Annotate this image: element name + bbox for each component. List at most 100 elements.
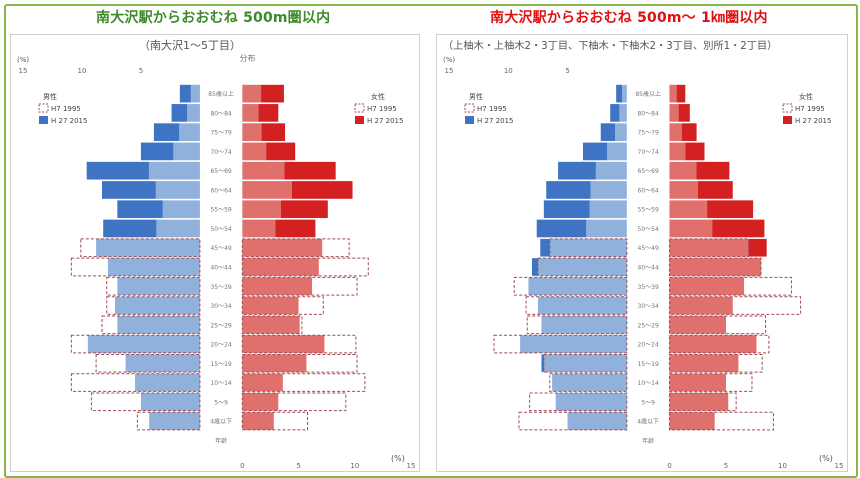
male-2015-bar-light [140, 393, 200, 411]
age-category-label: 20～24 [210, 342, 231, 349]
male-2015-bar-light [589, 200, 627, 219]
age-category-label: 35～39 [638, 284, 659, 291]
female-legend-2015-swatch [783, 116, 792, 124]
male-2015-bar [541, 354, 544, 373]
age-category-label: 50～54 [638, 226, 659, 233]
female-2015-bar [676, 84, 686, 103]
male-1995-outline [90, 392, 201, 412]
male-2015-bar-light [528, 277, 627, 296]
female-legend-title: 女性 [371, 92, 385, 101]
left-heading: 南大沢駅からおおむね 500m圏以内 [96, 10, 331, 26]
age-category-label: 30～34 [210, 303, 231, 310]
female-2015-bar-light [669, 161, 697, 180]
age-category-label: 85歳以上 [635, 90, 661, 98]
male-2015-bar-light [586, 219, 627, 238]
age-category-label: 30～34 [638, 303, 659, 310]
male-2015-bar-light [615, 123, 627, 141]
age-category-label: 25～29 [638, 322, 659, 329]
female-1995-outline [241, 411, 309, 431]
male-1995-outline [80, 238, 201, 258]
age-category-label: 10～14 [210, 380, 231, 387]
male-1995-outline [543, 353, 628, 373]
female-legend-2015-label: H 27 2015 [367, 117, 403, 125]
male-1995-outline [525, 296, 628, 315]
female-2015-bar-light [669, 335, 757, 353]
male-1995-outline [513, 276, 628, 296]
female-2015-bar [696, 161, 730, 180]
male-1995-outline [549, 373, 628, 392]
male-2015-bar-light [156, 219, 200, 238]
female-2015-bar-light [669, 142, 686, 161]
male-2015-bar-light [619, 104, 627, 122]
right-pyramid-chart: （上柚木・上柚木2・3丁目、下柚木・下柚木2・3丁目、別所1・2丁目） (%) (%… [443, 39, 844, 470]
male-2015-bar-light [190, 84, 200, 103]
age-category-label: 4歳以下 [637, 418, 659, 426]
male-1995-outline [70, 373, 201, 392]
female-1995-outline [241, 276, 358, 296]
female-2015-bar-light [669, 412, 715, 430]
female-2015-bar-light [242, 84, 262, 103]
male-2015-bar [616, 84, 623, 103]
female-legend-2015-label: H 27 2015 [795, 117, 831, 125]
age-category-label: 10～14 [638, 380, 659, 387]
male-2015-bar-light [549, 238, 627, 257]
male-2015-bar-light [117, 277, 200, 296]
male-2015-bar [179, 84, 191, 103]
female-1995-outline [241, 257, 369, 277]
female-2015-bar-light [669, 219, 713, 238]
male-legend-title: 男性 [43, 92, 57, 101]
female-2015-bar [261, 84, 284, 103]
unit-label-top: (%) [443, 56, 455, 64]
male-2015-bar-light [595, 161, 627, 180]
female-1995-outline [668, 392, 737, 412]
female-2015-bar-light [669, 315, 726, 334]
age-category-label: 5～9 [641, 399, 655, 406]
age-category-label: 40～44 [210, 265, 231, 272]
female-legend-1995-swatch [354, 103, 365, 113]
female-legend-1995-label: H7 1995 [795, 105, 825, 113]
female-1995-outline [668, 373, 753, 392]
female-2015-bar-light [669, 84, 677, 103]
age-category-label: 75～79 [638, 130, 659, 137]
male-2015-bar-light [607, 142, 627, 161]
female-legend-2015-swatch [355, 116, 364, 124]
male-1995-outline [95, 353, 201, 373]
female-2015-bar [685, 142, 705, 161]
female-2015-bar-light [669, 277, 745, 296]
female-2015-bar-light [669, 123, 682, 141]
male-1995-outline [101, 315, 201, 335]
male-2015-bar-light [567, 412, 627, 430]
male-2015-bar-light [541, 315, 627, 334]
female-1995-outline [241, 334, 357, 354]
female-2015-bar [678, 104, 690, 122]
female-2015-bar [712, 219, 765, 238]
male-1995-outline [136, 411, 201, 431]
female-2015-bar [707, 200, 754, 219]
male-tick-label: 10 [504, 67, 513, 75]
female-tick-label: 15 [835, 462, 844, 470]
age-category-label: 年齢 [215, 437, 227, 445]
female-2015-bar-light [242, 123, 262, 141]
male-2015-bar [543, 200, 590, 219]
male-legend-2015-label: H 27 2015 [477, 117, 513, 125]
male-2015-bar [102, 181, 156, 199]
female-2015-bar [280, 200, 328, 219]
male-2015-bar-light [590, 181, 627, 199]
female-tick-label: 10 [350, 462, 359, 470]
female-tick-label: 5 [296, 462, 300, 470]
female-2015-bar-light [242, 315, 300, 334]
left-pyramid-chart: （南大沢1～5丁目）分布(%)(%)15 10 50 5 10 15年齢4歳以下5～910… [17, 38, 415, 470]
female-2015-bar [261, 123, 286, 141]
female-tick-label: 0 [240, 462, 244, 470]
male-legend-2015-label: H 27 2015 [51, 117, 87, 125]
female-1995-outline [241, 296, 324, 315]
male-2015-bar-light [543, 354, 627, 373]
male-2015-bar [153, 123, 180, 141]
female-2015-bar-light [242, 277, 313, 296]
right-pyramid-panel: （上柚木・上柚木2・3丁目、下柚木・下柚木2・3丁目、別所1・2丁目） (%) (%… [436, 34, 848, 472]
female-tick-label: 0 [667, 462, 671, 470]
age-category-label: 45～49 [210, 245, 231, 252]
chart-subtitle: （南大沢1～5丁目） [139, 38, 241, 52]
male-2015-bar-light [87, 335, 200, 353]
female-2015-bar-light [242, 258, 319, 276]
